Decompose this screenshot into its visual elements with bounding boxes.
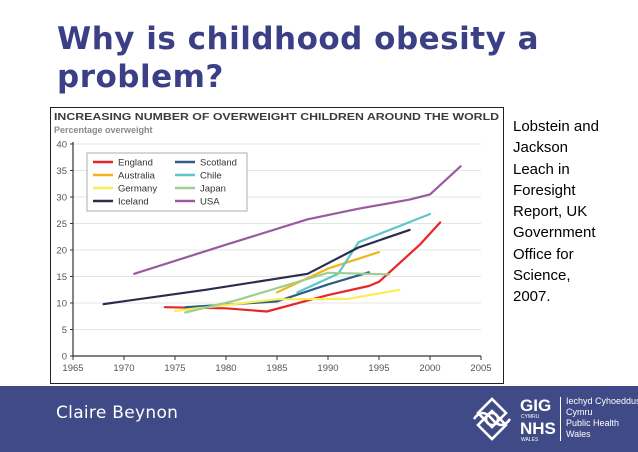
slide-title: Why is childhood obesity a problem?	[57, 21, 539, 95]
footer-bar: Claire Beynon GIG CYMRU NHS WALES Iechyd…	[0, 386, 638, 452]
logo-cymru-small: CYMRU	[521, 414, 540, 420]
legend-label: Australia	[118, 171, 156, 182]
series-line-chile	[296, 212, 432, 294]
source-line: Jackson	[513, 139, 569, 157]
y-tick-label: 0	[62, 352, 67, 363]
x-tick-label: 1965	[62, 363, 83, 374]
source-line: Foresight	[513, 181, 576, 199]
y-axis-label: Percentage overweight	[54, 125, 153, 135]
chart-title: INCREASING NUMBER OF OVERWEIGHT CHILDREN…	[54, 112, 500, 123]
y-tick-label: 25	[56, 219, 67, 230]
source-line: Office for	[513, 245, 574, 263]
knot-emblem-icon	[472, 397, 512, 441]
line-chart: INCREASING NUMBER OF OVERWEIGHT CHILDREN…	[54, 112, 500, 374]
x-tick-label: 1975	[164, 363, 185, 374]
y-tick-label: 30	[56, 193, 67, 204]
x-tick-label: 1990	[317, 363, 338, 374]
series-line-usa	[133, 165, 462, 275]
source-line: Leach in	[513, 160, 570, 178]
y-tick-label: 15	[56, 272, 67, 283]
y-tick-label: 40	[56, 140, 67, 151]
source-citation: Lobstein and Jackson Leach in Foresight …	[513, 116, 633, 308]
source-line: Lobstein and	[513, 118, 599, 135]
presenter-name: Claire Beynon	[56, 403, 179, 423]
series-line-iceland	[102, 228, 411, 306]
source-line: Government	[513, 224, 596, 242]
source-line: 2007.	[513, 288, 551, 306]
logo-gig: GIG	[520, 396, 552, 415]
logo-divider	[560, 397, 561, 441]
x-tick-label: 1970	[113, 363, 134, 374]
x-tick-label: 1980	[215, 363, 236, 374]
logo-line: Wales	[566, 429, 591, 439]
legend-label: Germany	[118, 184, 157, 195]
x-tick-label: 2005	[470, 363, 491, 374]
y-tick-label: 35	[56, 166, 67, 177]
x-tick-label: 1985	[266, 363, 287, 374]
logo-wales-small: WALES	[521, 437, 539, 443]
series-line-japan	[184, 271, 391, 314]
legend-label: England	[118, 158, 153, 169]
logo-nhs: NHS	[520, 419, 556, 438]
series-line-australia	[275, 251, 381, 294]
legend-label: Scotland	[200, 158, 237, 169]
source-line: Science,	[513, 267, 571, 285]
x-tick-label: 1995	[368, 363, 389, 374]
legend-label: Japan	[200, 184, 226, 195]
x-tick-label: 2000	[419, 363, 440, 374]
logo-line: Public Health	[566, 418, 620, 428]
y-tick-label: 10	[56, 299, 67, 310]
series-line-england	[163, 221, 442, 313]
legend-label: Iceland	[118, 197, 149, 208]
nhs-wales-logo: GIG CYMRU NHS WALES Iechyd Cyhoeddus Cym…	[466, 393, 638, 445]
logo-line: Cymru	[566, 407, 593, 417]
source-line: Report, UK	[513, 203, 588, 221]
legend-box	[86, 152, 248, 212]
y-tick-label: 20	[56, 246, 67, 257]
logo-line: Iechyd Cyhoeddus	[566, 396, 638, 406]
series-line-germany	[173, 288, 401, 312]
y-tick-label: 5	[62, 325, 67, 336]
chart-figure: INCREASING NUMBER OF OVERWEIGHT CHILDREN…	[50, 107, 504, 384]
legend-label: Chile	[200, 171, 222, 182]
legend-label: USA	[200, 197, 220, 208]
